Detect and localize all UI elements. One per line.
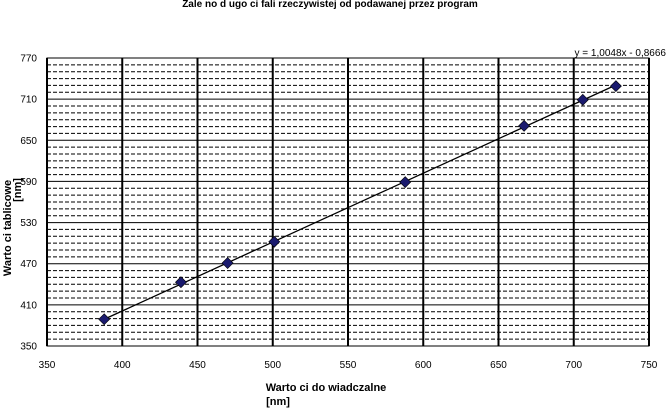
data-point xyxy=(175,276,187,289)
data-point xyxy=(98,313,111,326)
x-tick-labels: 350 400 450 500 550 600 650 700 750 xyxy=(39,360,658,371)
y-tick-label: 710 xyxy=(20,95,37,106)
trendline xyxy=(103,84,617,320)
x-tick-label: 450 xyxy=(189,360,206,371)
x-tick-label: 500 xyxy=(264,360,281,371)
y-tick-label: 770 xyxy=(20,54,37,65)
y-tick-label: 350 xyxy=(20,342,37,353)
y-tick-label: 530 xyxy=(20,218,37,229)
data-points xyxy=(98,80,622,326)
data-point xyxy=(268,235,281,248)
x-tick-label: 650 xyxy=(490,360,507,371)
data-point xyxy=(609,80,622,93)
data-point xyxy=(399,176,412,189)
y-tick-label: 410 xyxy=(20,300,37,311)
x-tick-label: 350 xyxy=(39,360,56,371)
x-tick-label: 550 xyxy=(340,360,357,371)
x-tick-label: 600 xyxy=(415,360,432,371)
data-point xyxy=(518,119,531,132)
plot-area-frame xyxy=(46,57,650,347)
trendline-equation: y = 1,0048x - 0,8666 xyxy=(575,48,667,59)
x-axis-unit: [nm] xyxy=(266,396,290,408)
y-axis-unit: [nm] xyxy=(12,178,24,202)
x-axis-label: Warto ci do wiadczalne xyxy=(266,382,387,394)
y-tick-label: 650 xyxy=(20,136,37,147)
y-tick-label: 590 xyxy=(20,177,37,188)
chart-title: Zale no d ugo ci fali rzeczywistej od po… xyxy=(182,0,478,10)
data-point xyxy=(221,257,234,269)
x-tick-label: 400 xyxy=(114,360,131,371)
grid-lines xyxy=(46,57,650,347)
y-axis-label: Warto ci tablicowe xyxy=(2,180,14,276)
y-tick-label: 470 xyxy=(20,259,37,270)
x-tick-label: 750 xyxy=(641,360,658,371)
y-tick-labels: 350 410 470 530 590 650 710 770 xyxy=(20,54,37,353)
data-point xyxy=(576,93,589,106)
x-tick-label: 700 xyxy=(565,360,582,371)
